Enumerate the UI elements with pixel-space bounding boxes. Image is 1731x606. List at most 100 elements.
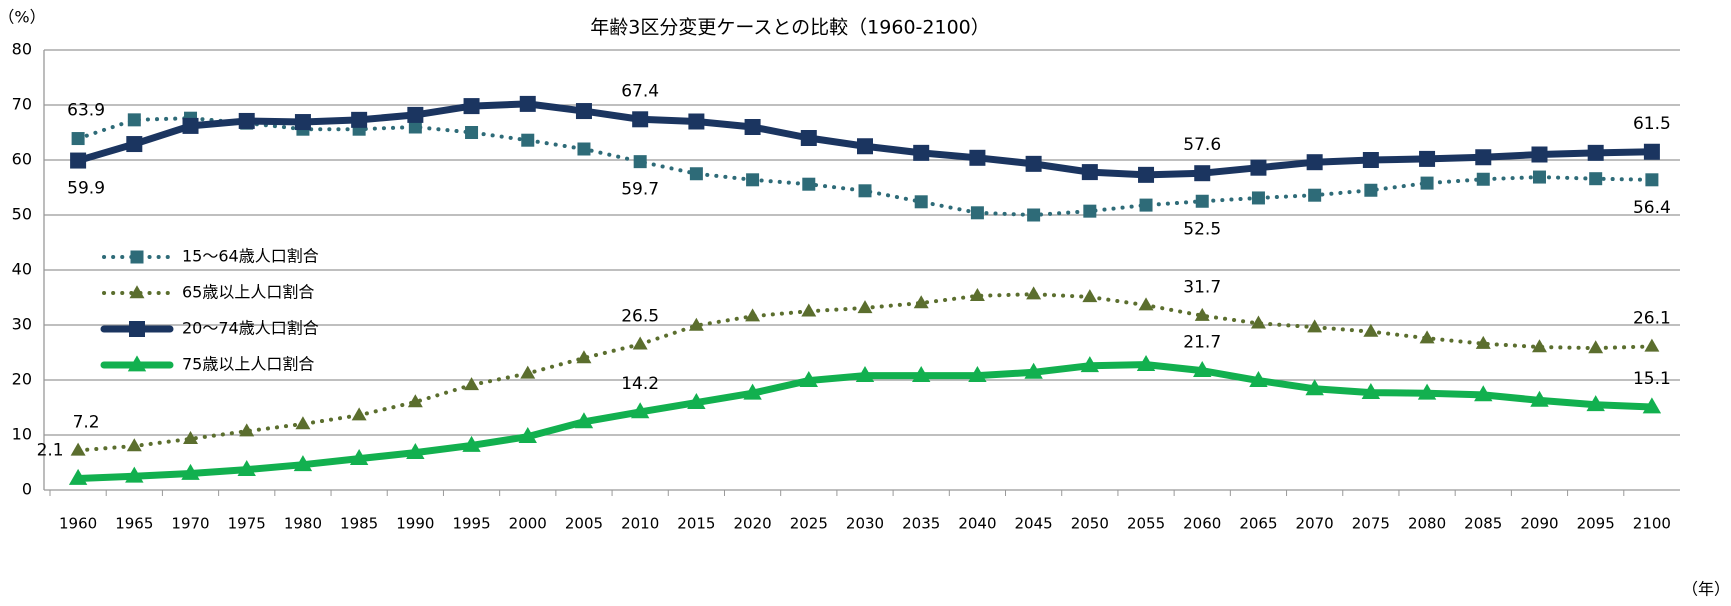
x-tick-label: 1970 — [171, 515, 209, 533]
data-point — [969, 288, 985, 302]
data-label: 59.9 — [67, 179, 105, 199]
data-point — [71, 132, 85, 146]
x-tick-label: 1960 — [59, 515, 97, 533]
data-point — [237, 460, 256, 477]
data-label: 21.7 — [1183, 333, 1221, 353]
data-point — [687, 392, 706, 409]
data-point — [408, 120, 422, 134]
data-point — [351, 111, 368, 128]
data-point — [913, 144, 930, 161]
y-axis-label: （%） — [0, 8, 46, 27]
data-point — [1419, 330, 1435, 344]
data-point — [1307, 319, 1323, 333]
x-tick-label: 2045 — [1015, 515, 1053, 533]
data-point — [1417, 383, 1437, 400]
data-point — [1138, 297, 1154, 311]
data-label: 26.1 — [1633, 308, 1671, 328]
y-tick-label: 40 — [12, 260, 32, 279]
data-point — [1080, 356, 1100, 373]
data-label: 7.2 — [73, 412, 100, 432]
data-point — [1194, 307, 1210, 321]
data-label: 26.5 — [621, 306, 659, 326]
y-tick-label: 20 — [12, 370, 32, 389]
data-point — [857, 300, 873, 314]
data-point — [800, 130, 817, 146]
legend-label: 15〜64歳人口割合 — [182, 247, 319, 266]
data-point — [1587, 144, 1604, 161]
data-point — [181, 463, 200, 480]
x-tick-label: 2085 — [1464, 515, 1502, 533]
x-tick-label: 2065 — [1239, 515, 1277, 533]
data-point — [1081, 164, 1098, 181]
data-point — [464, 377, 480, 391]
data-point — [689, 167, 703, 181]
x-tick-label: 2095 — [1577, 515, 1615, 533]
x-tick-label: 2055 — [1127, 515, 1165, 533]
x-tick-label: 1980 — [284, 515, 322, 533]
data-point — [1193, 361, 1212, 378]
data-point — [1361, 383, 1381, 400]
x-tick-label: 2070 — [1296, 515, 1334, 533]
data-point — [913, 295, 929, 309]
x-tick-label: 2050 — [1071, 515, 1109, 533]
data-point — [1586, 395, 1605, 412]
series-line — [76, 116, 1654, 217]
data-point — [1644, 338, 1660, 352]
data-point — [293, 455, 313, 472]
data-point — [575, 103, 592, 120]
data-point — [518, 427, 537, 444]
data-point — [801, 303, 817, 317]
y-tick-label: 80 — [12, 40, 32, 59]
data-point — [1475, 335, 1491, 349]
x-tick-label: 2010 — [621, 515, 659, 533]
data-point — [632, 336, 648, 350]
y-tick-label: 70 — [12, 95, 32, 114]
data-point — [70, 152, 87, 169]
data-point — [630, 402, 650, 419]
y-tick-label: 60 — [12, 150, 32, 169]
x-tick-label: 2015 — [677, 515, 715, 533]
data-point — [519, 95, 536, 112]
data-point — [127, 113, 141, 127]
x-tick-label: 2075 — [1352, 515, 1390, 533]
data-point — [1250, 315, 1266, 329]
data-point — [1306, 154, 1323, 171]
data-point — [1530, 390, 1549, 407]
data-point — [462, 435, 481, 452]
data-point — [1251, 191, 1265, 205]
data-label: 2.1 — [37, 440, 64, 460]
x-tick-label: 1995 — [452, 515, 490, 533]
data-point — [239, 423, 255, 437]
legend-marker — [130, 250, 144, 264]
data-label: 57.6 — [1183, 135, 1221, 155]
x-tick-label: 2090 — [1520, 515, 1558, 533]
data-point — [183, 431, 198, 445]
legend-marker — [127, 355, 147, 372]
data-point — [182, 117, 199, 134]
data-point — [745, 308, 761, 322]
data-point — [1308, 188, 1322, 202]
data-point — [1532, 170, 1546, 184]
data-point — [238, 112, 255, 129]
data-point — [1531, 146, 1548, 163]
data-point — [1138, 166, 1155, 183]
data-point — [633, 155, 647, 169]
data-point — [1027, 208, 1041, 222]
y-tick-label: 10 — [12, 425, 32, 444]
y-tick-label: 30 — [12, 315, 32, 334]
data-point — [1083, 204, 1097, 218]
x-tick-label: 2035 — [902, 515, 940, 533]
data-point — [465, 126, 479, 139]
data-label: 61.5 — [1633, 114, 1671, 134]
x-tick-label: 2005 — [565, 515, 603, 533]
data-point — [855, 366, 875, 382]
data-point — [1364, 183, 1378, 197]
data-point — [463, 98, 480, 115]
data-point — [577, 142, 591, 156]
data-point — [968, 366, 987, 382]
x-tick-label: 1990 — [396, 515, 434, 533]
legend-label: 65歳以上人口割合 — [182, 283, 314, 302]
data-label: 67.4 — [621, 81, 659, 101]
data-label: 31.7 — [1183, 278, 1221, 298]
